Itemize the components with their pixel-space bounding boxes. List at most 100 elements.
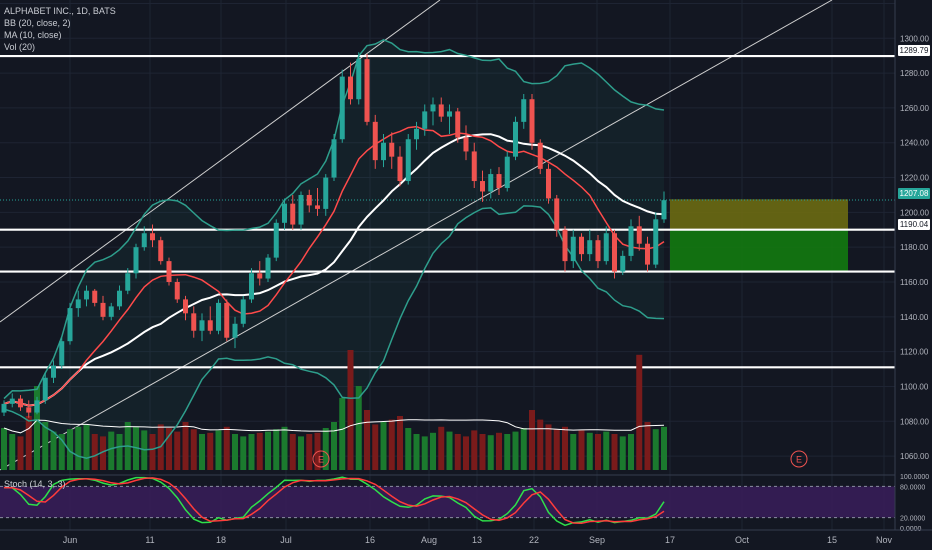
volume-bar [454, 434, 461, 470]
candle [422, 104, 428, 136]
earnings-circle [312, 450, 330, 468]
volume-bar [644, 422, 651, 470]
volume-bar [9, 434, 16, 470]
time-tick-label: 11 [145, 535, 154, 545]
volume-bar [25, 416, 32, 470]
candle [603, 226, 609, 265]
time-tick-label: Oct [735, 535, 750, 545]
candle [496, 167, 502, 195]
candle-body [273, 222, 279, 258]
candle [265, 254, 271, 282]
volume-bar [463, 436, 469, 470]
volume-bar [364, 410, 370, 470]
candle [488, 168, 494, 199]
volume-bar [529, 410, 535, 470]
candle [348, 62, 353, 105]
candle-body [513, 121, 518, 157]
candle-body [67, 308, 73, 342]
candle [645, 236, 650, 272]
candle [1, 400, 7, 417]
volume-bar [397, 416, 403, 470]
candle-body [84, 290, 89, 300]
time-tick-label: Nov [876, 535, 893, 545]
support-price-tag: 1190.04 [898, 219, 930, 230]
candle-body [51, 365, 56, 378]
channel-upper-line [0, 0, 441, 323]
volume-bar [108, 431, 115, 470]
volume-bar [652, 429, 659, 470]
candle-body [414, 128, 419, 140]
candle-body [455, 111, 461, 138]
volume-bar [1, 428, 7, 470]
price-tick-label: 1200.00 [900, 208, 929, 217]
volume-bar [413, 434, 420, 470]
candle-body [174, 282, 180, 300]
candle [579, 233, 584, 262]
volume-bar [273, 429, 280, 470]
ma-legend[interactable]: MA (10, close) [4, 30, 62, 40]
candle [298, 191, 304, 230]
candle [471, 142, 477, 188]
candle [18, 395, 23, 411]
earnings-label: E [796, 455, 802, 465]
last-price-tag: 1207.08 [898, 188, 930, 199]
channel-lower-line [0, 0, 833, 471]
volume-bar [116, 434, 123, 470]
candle-body [645, 243, 650, 265]
candle [554, 194, 560, 237]
candle-body [240, 299, 246, 324]
candle [59, 337, 65, 370]
candle-body [108, 306, 114, 317]
volume-bar [75, 426, 82, 470]
candle-body [42, 377, 48, 401]
stoch-band [0, 486, 895, 518]
volume-bar [355, 386, 362, 470]
candle [92, 288, 98, 307]
candle [587, 229, 593, 262]
volume-bar [570, 434, 577, 470]
stoch-tick-label: 80.0000 [900, 484, 925, 491]
candle-body [34, 400, 40, 413]
candle [356, 52, 362, 105]
candle-body [348, 76, 353, 100]
candles [1, 52, 667, 418]
candle-body [166, 261, 172, 282]
candle [191, 306, 197, 338]
bb-legend[interactable]: BB (20, close, 2) [4, 18, 71, 28]
candle [389, 132, 395, 169]
volume-bar [298, 436, 304, 470]
candle-body [1, 403, 7, 413]
candle [612, 229, 617, 279]
candle [150, 224, 155, 248]
volume-bar [372, 424, 379, 470]
volume-bar [166, 428, 172, 470]
stoch-legend[interactable]: Stoch (14, 3, 3) [4, 479, 66, 489]
price-tick-label: 1220.00 [900, 174, 929, 183]
candle [562, 226, 568, 272]
candle-body [463, 137, 469, 152]
candle-body [529, 99, 535, 143]
candle [315, 188, 320, 216]
candle [158, 236, 164, 265]
volume-bar [553, 429, 560, 470]
candle-body [141, 233, 147, 248]
price-tick-label: 1160.00 [900, 278, 929, 287]
candle [364, 53, 370, 126]
candle-body [364, 59, 370, 122]
volume-bar [628, 434, 634, 470]
volume-bar [512, 431, 519, 470]
candle [480, 170, 485, 202]
candle [546, 163, 551, 204]
candle [331, 134, 337, 182]
volume-bar [149, 434, 156, 470]
candle [620, 250, 626, 276]
vol-legend[interactable]: Vol (20) [4, 42, 36, 52]
candle-body [579, 236, 584, 255]
candle [273, 219, 279, 262]
candle [290, 194, 296, 230]
candle-body [216, 302, 221, 331]
candle [661, 191, 667, 223]
candle-body [100, 302, 106, 317]
time-tick-label: 18 [216, 535, 226, 545]
